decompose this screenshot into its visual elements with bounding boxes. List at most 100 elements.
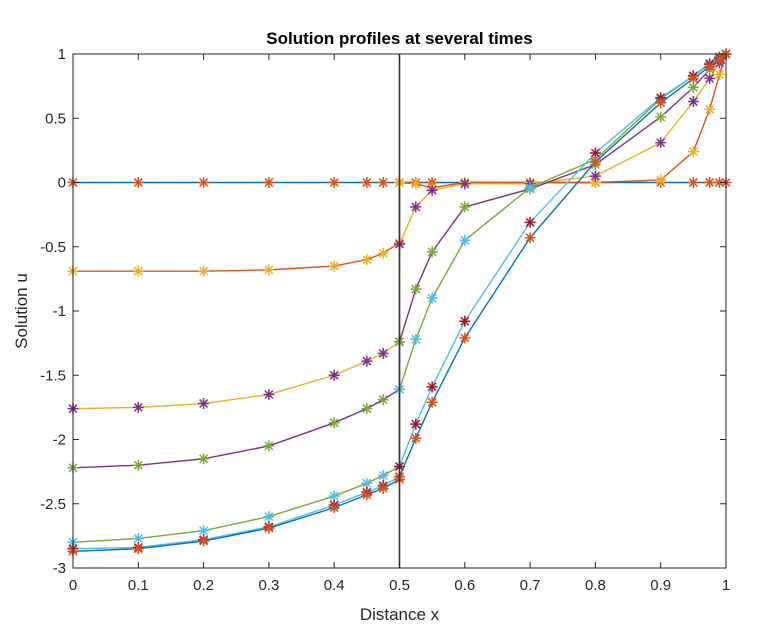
data-point-marker [704,177,716,188]
data-point-marker [589,147,601,159]
data-point-marker [410,283,422,295]
data-point-marker [263,522,275,534]
data-point-marker [361,403,373,415]
data-point-marker [198,398,210,410]
data-point-marker [687,96,699,108]
x-tick-label: 0 [69,577,77,594]
data-point-marker [704,72,716,84]
data-point-marker [426,292,438,304]
data-point-marker [713,69,725,81]
data-point-marker [361,489,373,501]
data-point-marker [377,347,389,359]
data-point-marker [263,177,275,188]
data-point-marker [459,178,471,190]
data-point-marker [426,381,438,393]
data-point-marker [377,394,389,406]
data-point-marker [361,355,373,367]
x-axis-ticks: 0 0.1 0.2 0.3 0.4 0.5 0.6 0.7 0.8 0.9 1 [69,54,730,594]
data-point-marker [328,490,340,502]
data-point-marker [132,177,144,188]
data-point-marker [132,459,144,471]
y-tick-label: 1 [58,46,66,63]
data-point-marker [704,103,716,115]
data-point-marker [524,182,536,194]
data-point-marker [198,535,210,547]
data-point-marker [459,234,471,246]
data-point-marker [328,177,340,188]
data-point-marker [377,177,389,188]
data-point-marker [328,369,340,381]
data-point-marker [263,440,275,452]
data-point-marker [655,137,667,149]
data-point-marker [132,401,144,413]
y-tick-label: 0.5 [45,110,66,127]
y-tick-label: 0 [58,175,66,192]
x-tick-label: 0.7 [520,577,541,594]
y-tick-label: -0.5 [40,239,66,256]
data-point-marker [704,61,716,73]
data-point-marker [132,265,144,277]
y-tick-label: -1 [53,303,66,320]
data-point-marker [377,482,389,494]
data-point-marker [410,178,422,190]
data-point-marker [589,170,601,182]
y-tick-label: -2 [53,432,66,449]
x-tick-label: 0.1 [128,577,149,594]
data-point-marker [361,177,373,188]
y-tick-label: -1.5 [40,367,66,384]
data-point-marker [198,453,210,465]
data-point-marker [377,469,389,481]
data-point-marker [655,174,667,186]
data-point-marker [198,265,210,277]
x-tick-label: 0.6 [454,577,475,594]
data-point-marker [687,146,699,158]
data-point-marker [713,53,725,65]
x-tick-label: 0.5 [389,577,410,594]
y-tick-label: -2.5 [40,496,66,513]
data-point-marker [377,247,389,259]
y-axis-ticks: -3 -2.5 -2 -1.5 -1 -0.5 0 0.5 1 [40,46,726,577]
data-point-marker [198,177,210,188]
data-point-marker [426,184,438,196]
data-point-marker [410,333,422,345]
x-tick-label: 0.9 [650,577,671,594]
x-tick-label: 1 [722,577,730,594]
data-point-marker [459,201,471,213]
x-tick-label: 0.8 [585,577,606,594]
data-point-marker [328,502,340,514]
data-point-marker [459,332,471,344]
data-point-marker [328,417,340,429]
data-point-marker [426,246,438,258]
data-point-marker [132,543,144,555]
data-point-marker [687,72,699,84]
x-tick-label: 0.4 [324,577,345,594]
data-point-marker [361,254,373,266]
data-point-marker [589,177,601,188]
y-tick-label: -3 [53,560,66,577]
data-point-marker [410,201,422,213]
data-point-marker [410,432,422,444]
data-point-marker [361,477,373,489]
data-point-marker [589,156,601,168]
data-point-marker [132,532,144,544]
x-axis-label: Distance x [360,605,440,624]
data-point-marker [328,260,340,272]
data-point-marker [459,315,471,327]
data-point-marker [713,177,725,188]
data-point-marker [524,216,536,228]
data-point-marker [524,232,536,244]
x-tick-label: 0.3 [258,577,279,594]
data-point-marker [263,264,275,276]
data-point-marker [655,111,667,123]
data-point-marker [687,177,699,188]
data-point-marker [687,81,699,93]
x-tick-label: 0.2 [193,577,214,594]
data-point-marker [263,389,275,401]
y-axis-label: Solution u [12,273,31,349]
data-point-marker [655,97,667,109]
data-point-marker [410,418,422,430]
data-point-marker [263,511,275,523]
data-point-marker [198,525,210,537]
chart-title: Solution profiles at several times [266,29,532,48]
